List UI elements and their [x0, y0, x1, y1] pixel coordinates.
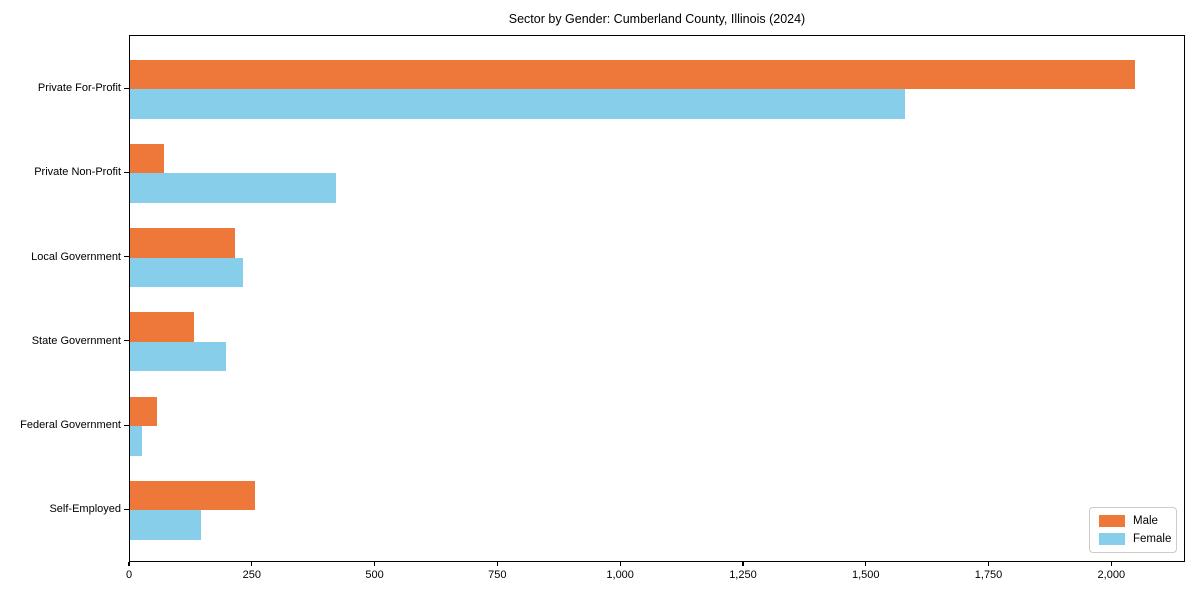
y-tick-mark: [124, 171, 129, 173]
y-tick-mark: [124, 256, 129, 258]
x-tick-mark: [496, 562, 498, 566]
x-tick-label: 1,500: [851, 569, 880, 581]
x-tick-mark: [1110, 562, 1112, 566]
y-tick-label: Local Government: [31, 250, 121, 263]
x-tick-mark: [373, 562, 376, 566]
y-tick-mark: [124, 424, 129, 426]
bar-female-5: [130, 426, 143, 456]
legend-item-male: Male: [1099, 515, 1167, 528]
bar-male-3: [130, 228, 236, 258]
x-tick-mark: [865, 562, 867, 566]
bar-female-4: [130, 341, 226, 372]
x-tick-mark: [987, 562, 990, 566]
bar-male-2: [130, 143, 165, 174]
chart-title: Sector by Gender: Cumberland County, Ill…: [508, 12, 806, 26]
y-tick-label: Federal Government: [20, 419, 121, 431]
x-tick-label: 500: [365, 569, 384, 581]
legend-swatch-male-icon: [1099, 515, 1125, 528]
x-tick-label: 1,000: [606, 569, 634, 581]
legend: Male Female: [1089, 507, 1177, 553]
bar-female-3: [130, 257, 243, 287]
x-tick-label: 1,250: [729, 569, 757, 581]
x-tick-label: 250: [242, 569, 261, 581]
x-tick-mark: [742, 562, 744, 566]
bar-female-1: [130, 89, 905, 119]
x-tick-label: 0: [125, 569, 133, 581]
legend-label-male: Male: [1133, 515, 1158, 528]
y-tick-label: Private Non-Profit: [34, 166, 121, 179]
legend-item-female: Female: [1099, 532, 1171, 545]
legend-swatch-female-icon: [1099, 532, 1125, 545]
x-tick-mark: [128, 562, 130, 566]
x-tick-label: 2,000: [1097, 569, 1126, 581]
x-tick-label: 1,750: [974, 569, 1003, 581]
bar-male-6: [130, 480, 255, 511]
legend-label-female: Female: [1133, 532, 1172, 545]
bar-female-2: [130, 173, 336, 203]
y-tick-mark: [124, 508, 129, 510]
x-tick-mark: [619, 562, 621, 566]
bar-female-6: [130, 510, 202, 540]
x-tick-mark: [251, 562, 253, 566]
y-tick-mark: [124, 87, 129, 89]
bar-male-4: [130, 312, 194, 342]
bar-male-1: [130, 59, 1135, 89]
y-tick-label: Self-Employed: [49, 503, 121, 516]
x-tick-label: 750: [488, 569, 507, 581]
bar-male-5: [130, 396, 157, 426]
plot-area: [129, 35, 1185, 562]
y-tick-label: State Government: [31, 334, 121, 347]
y-tick-label: Private For-Profit: [37, 82, 121, 94]
y-tick-mark: [124, 340, 129, 342]
